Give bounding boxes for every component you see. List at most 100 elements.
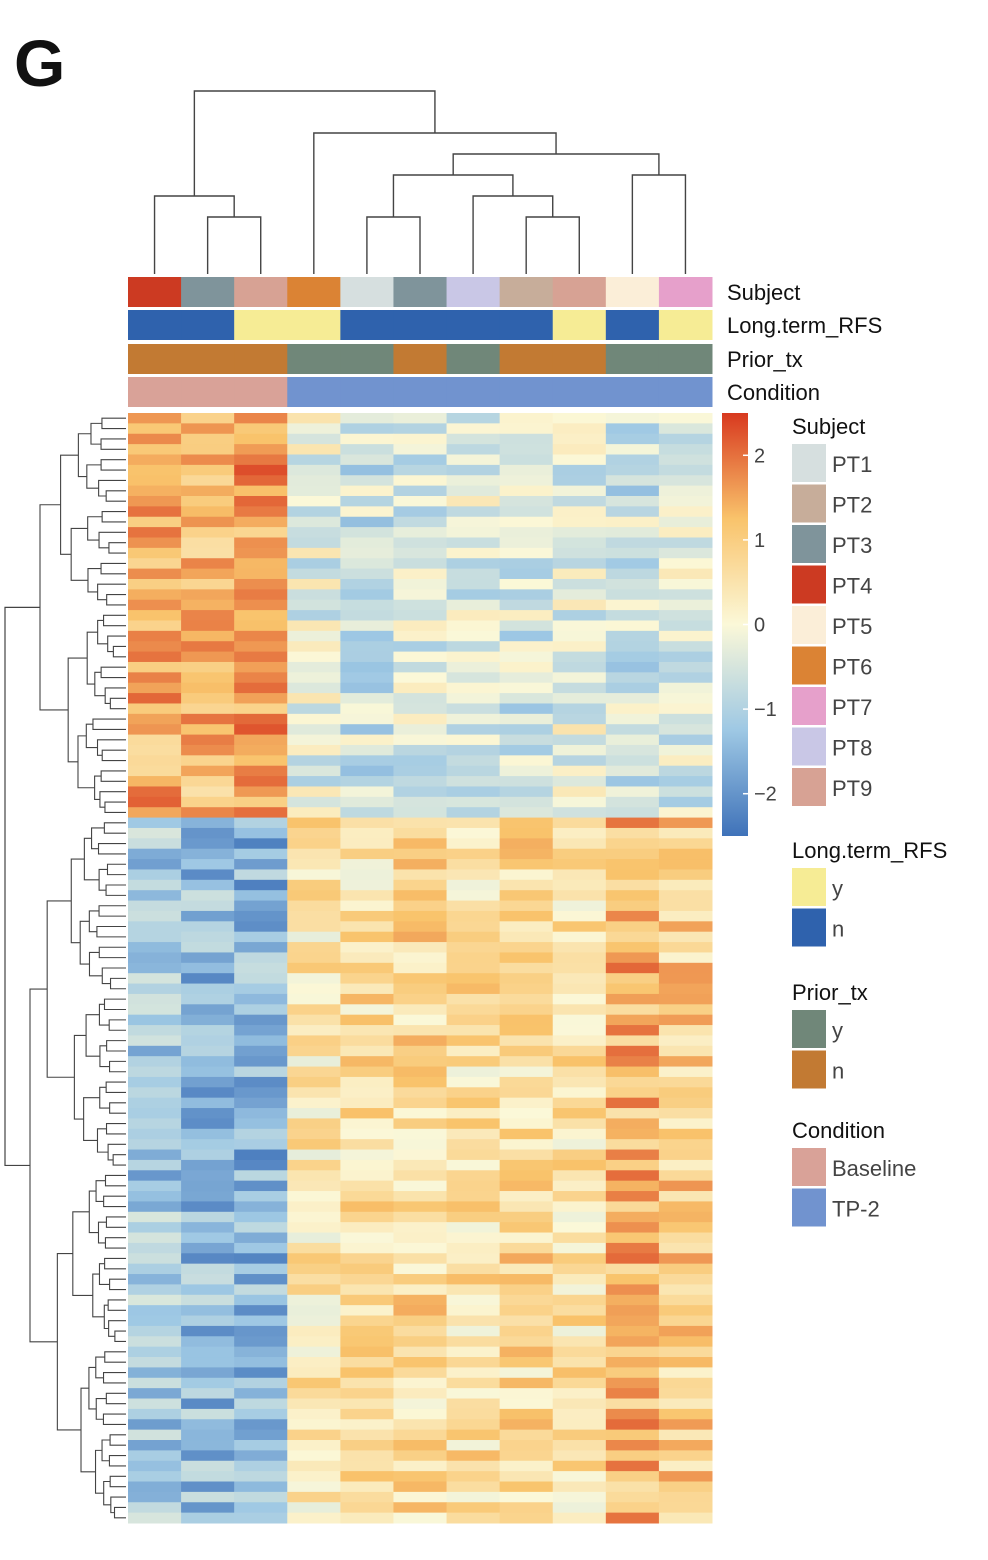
- heatmap-cell: [605, 516, 660, 528]
- heatmap-cell: [287, 962, 341, 974]
- heatmap-cell: [605, 464, 660, 476]
- heatmap-cell: [393, 589, 448, 601]
- heatmap-cell: [658, 516, 713, 528]
- heatmap-cell: [552, 1076, 607, 1088]
- heatmap-cell: [340, 869, 394, 881]
- heatmap-cell: [658, 1118, 713, 1130]
- color-scale-tick-label: 2: [754, 445, 765, 467]
- heatmap-cell: [287, 942, 341, 953]
- heatmap-cell: [499, 672, 554, 684]
- heatmap-cell: [393, 724, 448, 736]
- annotation-cell-condition: [340, 377, 394, 407]
- heatmap-cell: [393, 1035, 448, 1047]
- heatmap-cell: [658, 495, 713, 507]
- heatmap-cell: [499, 765, 554, 777]
- heatmap-cell: [499, 1118, 554, 1130]
- heatmap-cell: [234, 1481, 288, 1493]
- heatmap-cell: [605, 620, 660, 632]
- annotation-cell-prior-tx: [287, 344, 341, 374]
- heatmap-cell: [287, 1502, 341, 1514]
- heatmap-cell: [393, 568, 448, 580]
- heatmap-cell: [287, 1450, 341, 1462]
- heatmap-cell: [181, 413, 235, 424]
- heatmap-cell: [340, 848, 394, 860]
- heatmap-cell: [393, 485, 448, 497]
- heatmap-cell: [446, 848, 501, 860]
- legend-swatch: [792, 646, 826, 685]
- heatmap-cell: [658, 1035, 713, 1047]
- heatmap-cell: [128, 838, 182, 850]
- heatmap-cell: [446, 444, 501, 455]
- dendrogram-branch: [104, 687, 126, 705]
- heatmap-cell: [605, 1305, 660, 1317]
- dendrogram-branch: [103, 1480, 111, 1506]
- heatmap-cell: [658, 1004, 713, 1016]
- heatmap-cell: [446, 1284, 501, 1296]
- heatmap-cell: [234, 1139, 288, 1151]
- heatmap-cell: [446, 1491, 501, 1503]
- heatmap-cell: [658, 744, 713, 756]
- annotation-cell-prior-tx: [393, 344, 448, 374]
- heatmap-cell: [340, 807, 394, 819]
- heatmap-cell: [605, 755, 660, 767]
- legend-label: PT1: [832, 452, 872, 477]
- heatmap-cell: [128, 1108, 182, 1119]
- heatmap-cell: [340, 444, 394, 455]
- dendrogram-branch: [85, 1014, 100, 1057]
- heatmap-cell: [181, 599, 235, 611]
- heatmap-cell: [234, 1004, 288, 1016]
- heatmap-cell: [658, 962, 713, 974]
- heatmap-cell: [128, 475, 182, 487]
- heatmap-cell: [605, 1118, 660, 1130]
- heatmap-cell: [552, 817, 607, 829]
- heatmap-cell: [393, 1222, 448, 1234]
- heatmap-cell: [128, 744, 182, 756]
- heatmap-cell: [181, 1066, 235, 1078]
- heatmap-cell: [393, 1357, 448, 1368]
- heatmap-cell: [234, 1460, 288, 1472]
- heatmap-cell: [287, 1128, 341, 1140]
- heatmap-cell: [499, 1263, 554, 1275]
- heatmap-cell: [658, 1139, 713, 1151]
- legend-swatch: [792, 565, 826, 604]
- heatmap-cell: [393, 1108, 448, 1119]
- heatmap-cell: [605, 1108, 660, 1119]
- heatmap-cell: [499, 485, 554, 497]
- heatmap-cell: [234, 1211, 288, 1223]
- heatmap-cell: [552, 516, 607, 528]
- heatmap-cell: [128, 1191, 182, 1202]
- heatmap-cell: [181, 973, 235, 985]
- heatmap-cell: [605, 879, 660, 891]
- heatmap-cell: [499, 661, 554, 673]
- heatmap-cell: [181, 444, 235, 455]
- annotation-cell-subject: [181, 277, 235, 307]
- column-dendrogram: [153, 90, 687, 274]
- heatmap-cell: [552, 537, 607, 549]
- heatmap-cell: [499, 651, 554, 663]
- heatmap-cell: [499, 423, 554, 435]
- heatmap-cell: [287, 1481, 341, 1493]
- heatmap-cell: [393, 672, 448, 684]
- heatmap-cell: [446, 703, 501, 715]
- color-scale-tick-label: −2: [754, 784, 777, 806]
- heatmap-cell: [552, 827, 607, 839]
- heatmap-cell: [234, 776, 288, 787]
- heatmap-cell: [393, 838, 448, 850]
- heatmap-cell: [340, 1357, 394, 1368]
- heatmap-cell: [287, 610, 341, 621]
- heatmap-cell: [658, 506, 713, 518]
- heatmap-cell: [128, 776, 182, 787]
- heatmap-cell: [234, 444, 288, 455]
- heatmap-cell: [658, 485, 713, 497]
- heatmap-cell: [128, 1336, 182, 1348]
- dendrogram-branch: [109, 1434, 126, 1446]
- heatmap-cell: [446, 962, 501, 974]
- heatmap-cell: [552, 475, 607, 487]
- heatmap-cell: [499, 1429, 554, 1441]
- heatmap-cell: [552, 1242, 607, 1254]
- heatmap-cell: [340, 734, 394, 746]
- heatmap-cell: [287, 1242, 341, 1254]
- heatmap-cell: [234, 485, 288, 497]
- heatmap-cell: [552, 1004, 607, 1016]
- heatmap-cell: [658, 973, 713, 985]
